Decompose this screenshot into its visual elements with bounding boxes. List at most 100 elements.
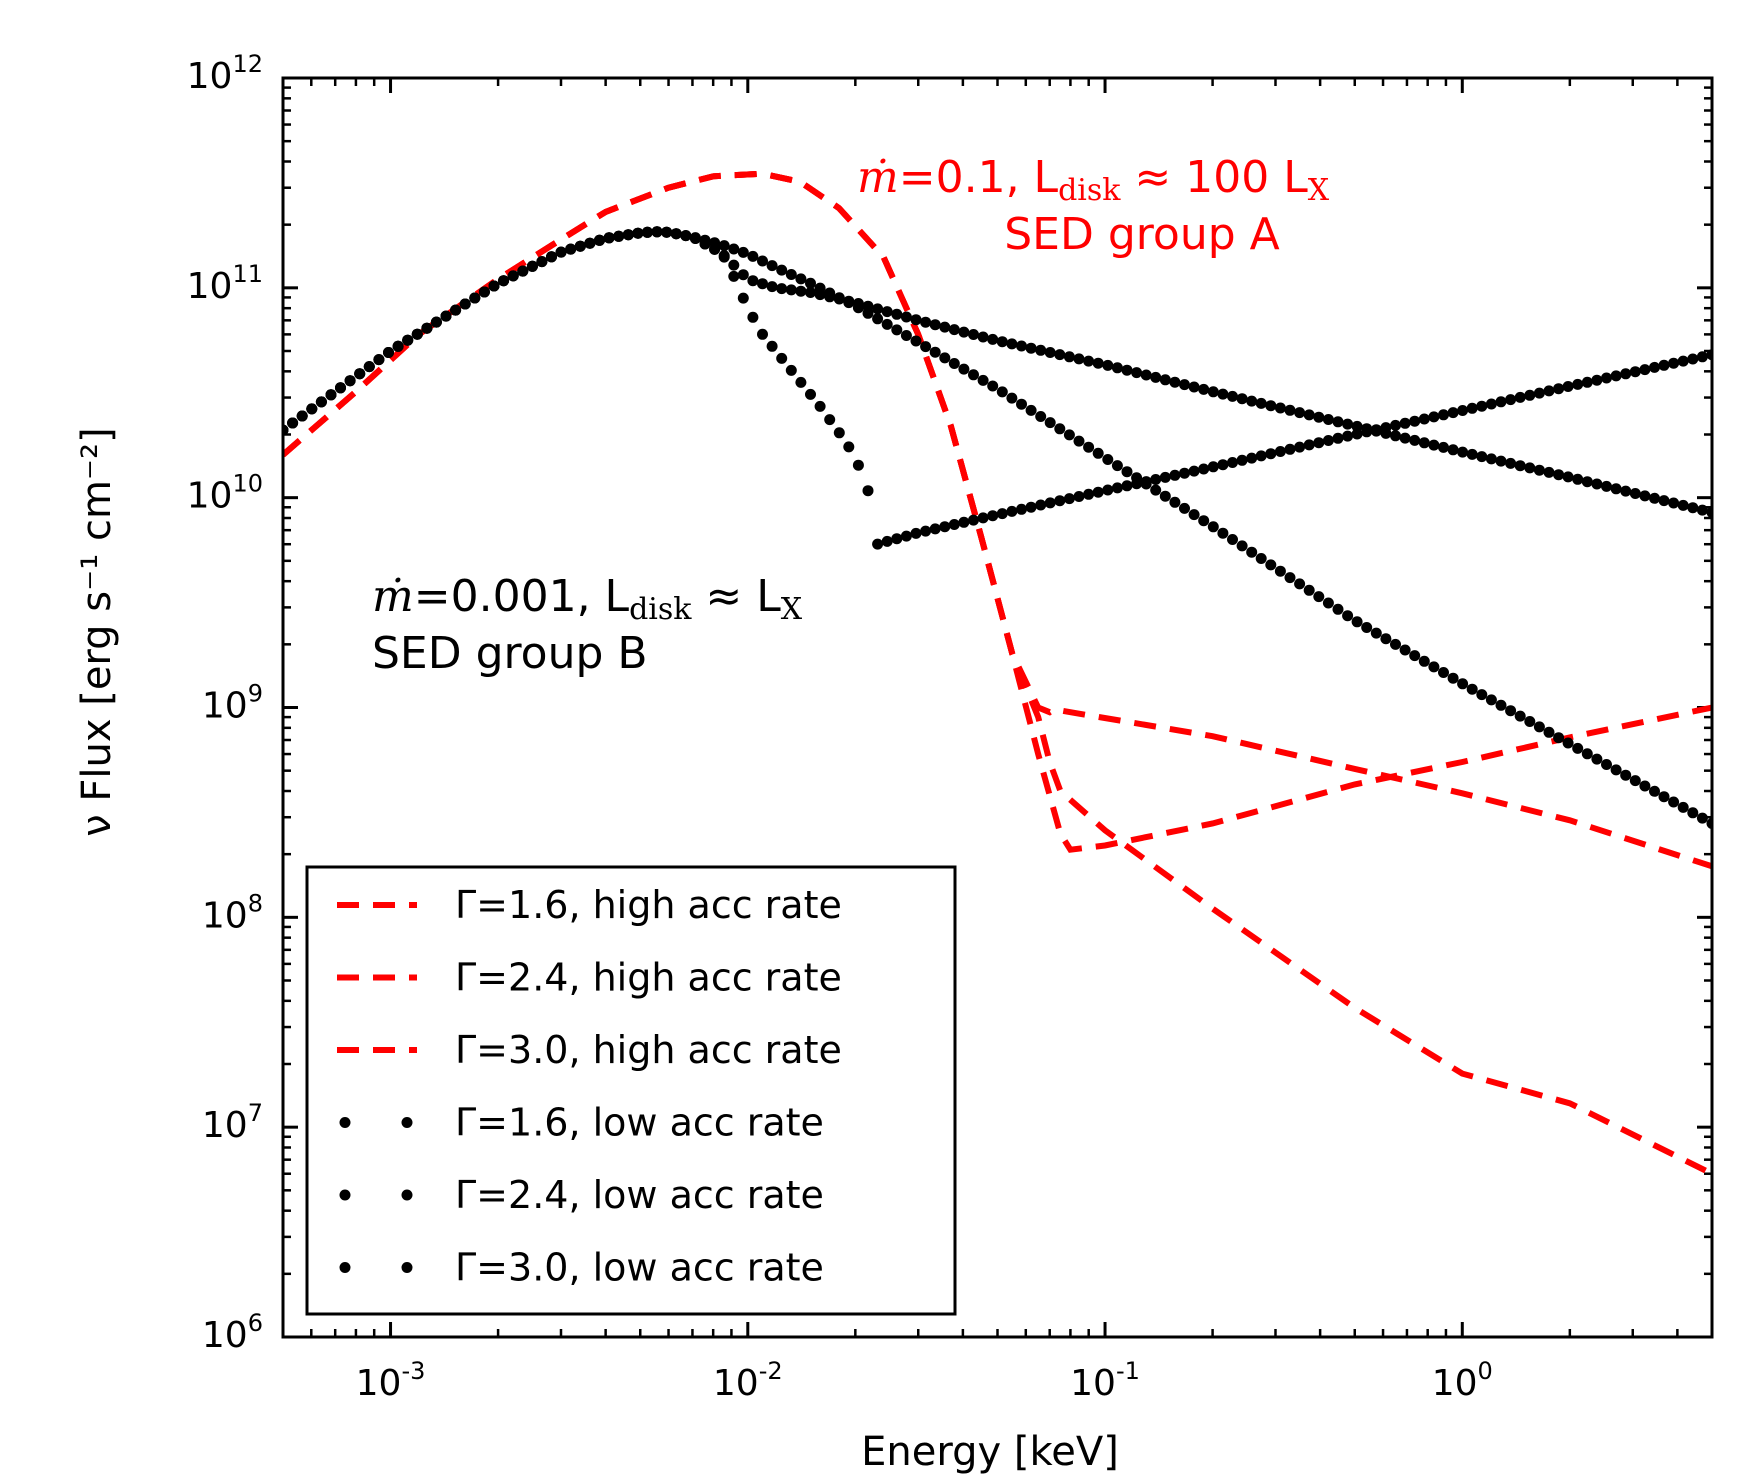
data-point	[996, 386, 1008, 398]
data-point	[565, 243, 577, 255]
data-point	[958, 363, 970, 375]
data-point	[641, 226, 653, 238]
data-point	[1543, 385, 1555, 397]
data-point	[1351, 420, 1363, 432]
annotation-line2: SED group A	[1004, 209, 1279, 260]
y-tick-exponent: 6	[248, 1309, 263, 1337]
data-point	[1687, 353, 1699, 365]
data-point	[1409, 415, 1421, 427]
x-tick-exponent: -1	[1116, 1357, 1140, 1385]
data-point	[920, 316, 932, 328]
data-point	[881, 306, 893, 318]
data-point	[718, 240, 730, 252]
data-point	[526, 260, 538, 272]
data-point	[1505, 457, 1517, 469]
data-point	[1207, 386, 1219, 398]
data-point	[584, 237, 596, 249]
y-tick-base: 10	[202, 1315, 248, 1356]
data-point	[852, 459, 864, 471]
data-point	[987, 333, 999, 345]
data-point	[689, 232, 701, 244]
data-point	[948, 324, 960, 336]
data-point	[852, 302, 864, 314]
data-point	[1063, 351, 1075, 363]
data-point	[1562, 471, 1574, 483]
data-point	[1063, 429, 1075, 441]
data-point	[1629, 775, 1641, 787]
data-point	[1476, 400, 1488, 412]
data-point	[728, 270, 740, 282]
data-point	[948, 358, 960, 369]
data-point	[968, 369, 979, 381]
data-point	[766, 260, 778, 272]
data-point	[1025, 404, 1037, 416]
y-tick-label: 107	[202, 1099, 263, 1146]
data-point	[1601, 480, 1612, 492]
data-point	[536, 256, 548, 268]
data-point	[1361, 423, 1373, 435]
data-point	[1044, 417, 1056, 429]
data-point	[1179, 502, 1190, 514]
data-point	[1591, 753, 1603, 765]
data-point	[1485, 453, 1497, 465]
data-point	[728, 259, 740, 271]
data-point	[699, 234, 711, 246]
data-point	[1668, 796, 1680, 808]
data-point	[968, 514, 979, 526]
data-point	[1255, 397, 1267, 409]
data-point	[1629, 488, 1641, 499]
data-point	[1495, 396, 1507, 408]
data-point	[843, 297, 855, 309]
legend-label: Γ=2.4, low acc rate	[455, 1173, 824, 1217]
data-point	[929, 319, 941, 331]
y-tick-label: 1012	[187, 50, 263, 97]
data-point	[1294, 441, 1306, 453]
legend-label: Γ=1.6, high acc rate	[455, 883, 842, 927]
data-point	[1485, 694, 1497, 706]
data-point	[795, 376, 807, 388]
data-point	[363, 361, 375, 373]
data-point	[1658, 791, 1670, 803]
data-point	[910, 314, 922, 326]
data-point	[1476, 689, 1488, 701]
data-point	[1457, 405, 1469, 416]
y-tick-base: 10	[187, 476, 233, 517]
data-point	[862, 307, 874, 319]
data-point	[1370, 627, 1382, 639]
data-point	[1159, 490, 1171, 502]
x-tick-label: 10-2	[713, 1357, 783, 1404]
y-tick-base: 10	[202, 1105, 248, 1146]
data-point	[1322, 597, 1334, 609]
data-point	[891, 324, 903, 336]
legend-swatch-dot	[339, 1262, 351, 1273]
data-point	[776, 264, 788, 276]
annotation-subscript: disk	[629, 592, 692, 627]
data-point	[411, 328, 423, 340]
data-point	[1658, 359, 1670, 371]
data-point	[1207, 521, 1219, 533]
x-tick-base: 10	[356, 1363, 402, 1404]
data-point	[958, 516, 970, 528]
data-point	[766, 281, 778, 293]
data-point	[833, 427, 845, 439]
data-point	[661, 226, 673, 238]
data-point	[1668, 497, 1680, 509]
annotation-line2: SED group B	[372, 628, 648, 679]
data-point	[1236, 393, 1248, 405]
data-point	[1351, 616, 1363, 628]
data-point	[402, 334, 414, 346]
data-point	[1533, 721, 1545, 733]
data-point	[1533, 387, 1545, 399]
data-point	[1466, 402, 1478, 414]
data-point	[872, 538, 884, 550]
data-point	[344, 375, 356, 387]
data-point	[1227, 534, 1238, 545]
data-point	[1313, 411, 1325, 423]
data-point	[1159, 471, 1171, 483]
data-point	[421, 322, 433, 334]
data-point	[325, 389, 337, 401]
data-point	[1543, 466, 1555, 478]
annotation-subscript: disk	[1058, 173, 1121, 208]
x-tick-labels: 10-3 10-2 10-1 100	[356, 1357, 1493, 1404]
